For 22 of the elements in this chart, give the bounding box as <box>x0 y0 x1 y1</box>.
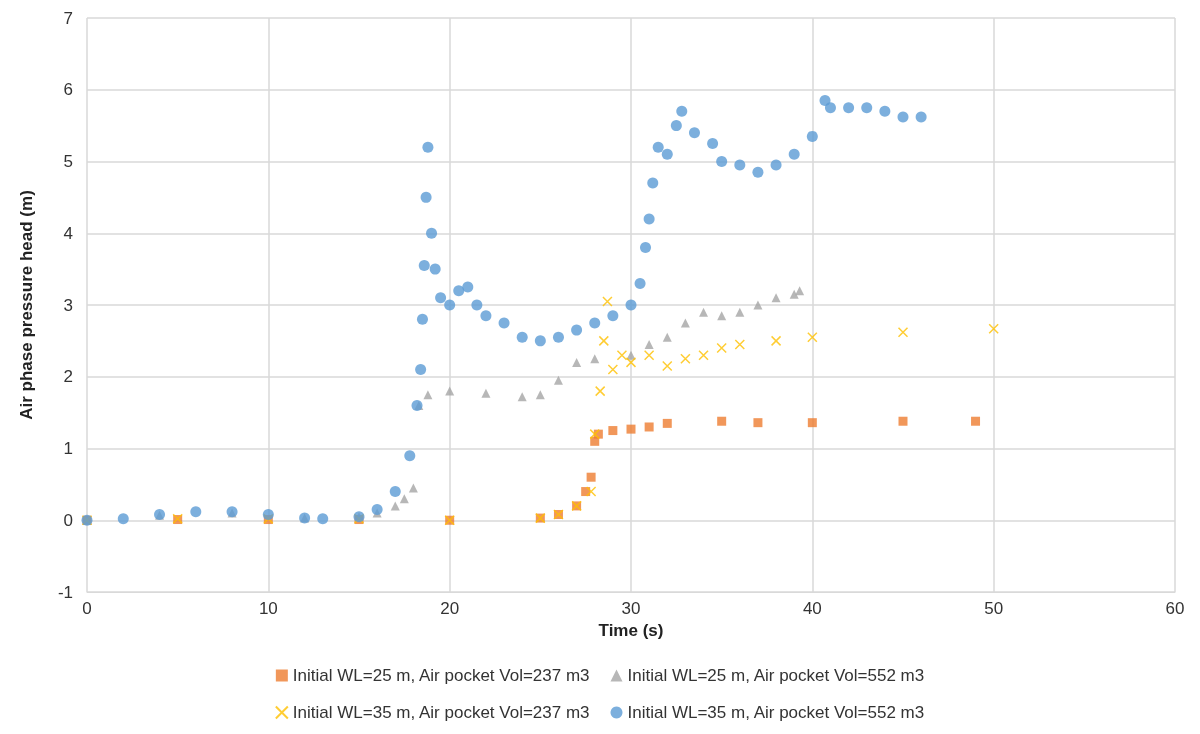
x-tick-label: 30 <box>621 599 641 618</box>
x-axis-title: Time (s) <box>598 620 664 640</box>
y-tick-label: 6 <box>63 80 73 100</box>
y-tick-label: 3 <box>63 295 73 315</box>
y-tick-label: 5 <box>63 152 73 171</box>
legend-label: Initial WL=35 m, Air pocket Vol=237 m3 <box>292 703 590 722</box>
legend-label: Initial WL=25 m, Air pocket Vol=552 m3 <box>627 666 925 685</box>
x-tick-label: 50 <box>984 599 1004 618</box>
legend-label: Initial WL=35 m, Air pocket Vol=552 m3 <box>627 703 925 722</box>
y-tick-label: 1 <box>63 439 73 458</box>
x-tick-label: 40 <box>802 599 822 618</box>
y-tick-label: -1 <box>57 582 73 602</box>
x-tick-label: 10 <box>258 599 278 618</box>
x-tick-label: 20 <box>440 599 460 618</box>
y-tick-label: 0 <box>63 510 73 530</box>
y-tick-label: 7 <box>63 8 73 28</box>
y-tick-label: 2 <box>63 367 73 387</box>
legend-label: Initial WL=25 m, Air pocket Vol=237 m3 <box>292 666 590 685</box>
y-tick-label: 4 <box>63 223 73 243</box>
x-tick-label: 0 <box>82 599 92 618</box>
y-axis-title: Air phase pressure head (m) <box>17 190 36 420</box>
x-tick-label: 60 <box>1165 599 1185 618</box>
